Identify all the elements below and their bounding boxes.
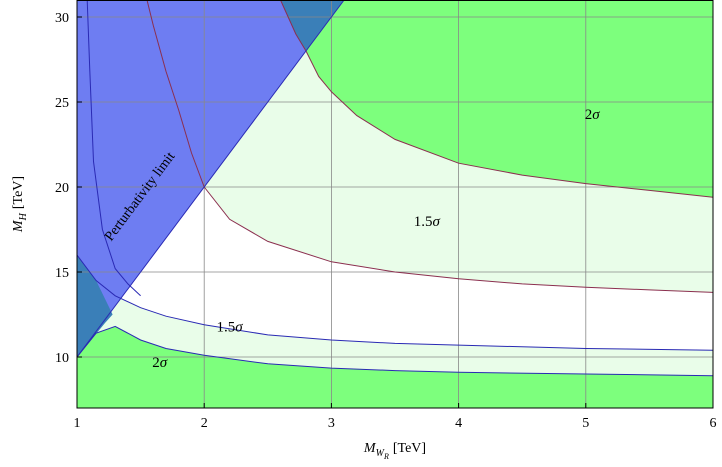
overlap-region-bottom	[77, 255, 113, 357]
x-tick-label: 6	[710, 416, 717, 431]
curve-1p5sigma-upper	[203, 186, 713, 293]
overlap-region-top	[280, 0, 345, 51]
y-tick-label: 15	[55, 266, 69, 281]
curve-inner-blue	[86, 0, 141, 297]
curve-2sigma-upper	[280, 0, 713, 198]
plot-area	[77, 0, 713, 408]
region-2sigma-upper	[280, 0, 713, 198]
y-axis-label: MH[TeV]	[11, 176, 29, 233]
x-tick-label: 4	[455, 416, 462, 431]
perturbativity-boundary-line	[77, 0, 345, 358]
region-2sigma-lower	[77, 326, 713, 408]
region-label: 2σ	[585, 107, 601, 123]
curve-1p5sigma-lower	[77, 254, 713, 351]
x-axis-ticks: 1 2 3 4 5 6	[74, 403, 717, 431]
region-label: 1.5σ	[217, 320, 244, 336]
x-tick-label: 5	[582, 416, 589, 431]
y-tick-label: 25	[55, 96, 69, 111]
y-tick-label: 30	[55, 11, 69, 26]
curve-inner-red	[146, 0, 205, 188]
plot-frame	[76, 0, 714, 409]
region-label: 2σ	[152, 355, 168, 371]
region-label: 1.5σ	[414, 214, 441, 230]
y-tick-label: 10	[55, 351, 69, 366]
curve-2sigma-lower	[77, 325, 713, 377]
x-tick-label: 2	[201, 416, 208, 431]
region-labels: 2σ 1.5σ 1.5σ 2σ	[152, 107, 600, 371]
x-tick-label: 3	[328, 416, 335, 431]
region-1p5sigma-lower	[77, 255, 713, 376]
y-tick-label: 20	[55, 181, 69, 196]
x-tick-label: 1	[74, 416, 81, 431]
x-axis-label: MWR[TeV]	[363, 441, 426, 461]
y-axis-ticks: 10 15 20 25 30	[55, 11, 82, 366]
